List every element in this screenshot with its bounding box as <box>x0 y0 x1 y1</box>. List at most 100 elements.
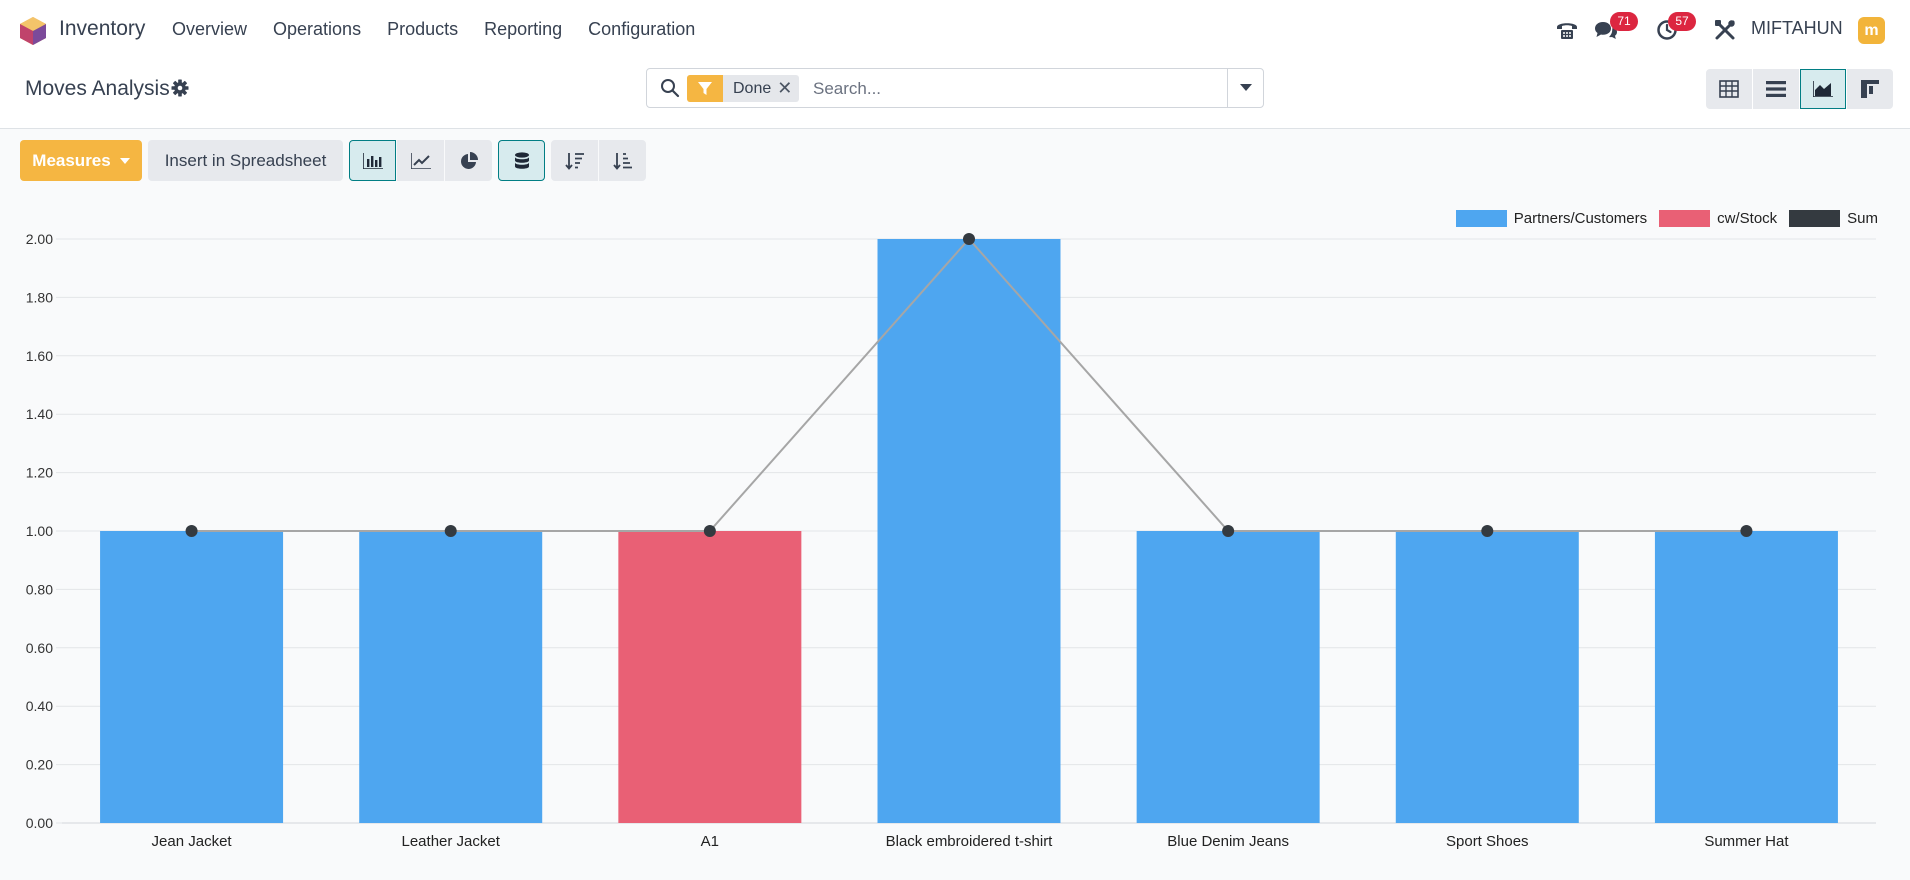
x-tick-label: Leather Jacket <box>402 833 501 850</box>
chart-bar[interactable] <box>100 531 284 823</box>
legend-label: cw/Stock <box>1717 210 1778 227</box>
sum-marker[interactable] <box>963 233 975 245</box>
search-bar: Done ✕ <box>646 68 1264 108</box>
x-tick-label: Black embroidered t-shirt <box>886 833 1054 850</box>
user-name[interactable]: MIFTAHUN <box>1751 18 1843 38</box>
pivot-view-button[interactable] <box>1706 69 1752 109</box>
legend-swatch <box>1659 210 1711 227</box>
line-chart-button[interactable] <box>397 140 444 181</box>
chart-type-group <box>349 140 492 181</box>
y-tick-label: 2.00 <box>26 231 53 247</box>
main-menu: Overview Operations Products Reporting C… <box>172 19 721 40</box>
chart-bar[interactable] <box>1654 531 1838 823</box>
x-tick-label: Summer Hat <box>1704 833 1789 850</box>
legend-label: Partners/Customers <box>1513 210 1648 227</box>
sum-marker[interactable] <box>185 525 198 537</box>
sum-marker[interactable] <box>444 525 457 537</box>
messages-button[interactable]: 71 <box>1594 12 1638 45</box>
x-tick-label: Blue Denim Jeans <box>1167 833 1289 850</box>
pie-chart-icon <box>460 151 478 169</box>
view-switcher <box>1706 69 1893 109</box>
search-options-toggle[interactable] <box>1227 69 1263 107</box>
search-input[interactable] <box>813 75 1213 102</box>
chart-bar[interactable] <box>618 531 802 823</box>
menu-reporting[interactable]: Reporting <box>484 19 563 39</box>
sort-group <box>551 140 646 181</box>
stacked-toggle-group <box>498 140 545 181</box>
chart-legend: Partners/Customers cw/Stock Sum <box>1444 210 1878 227</box>
measures-label: Measures <box>32 150 111 170</box>
x-tick-label: Jean Jacket <box>152 833 233 850</box>
facet-value: Done <box>733 80 772 97</box>
phone-icon[interactable] <box>1554 15 1580 45</box>
sum-marker[interactable] <box>1222 525 1235 537</box>
chart-bar[interactable] <box>359 531 543 823</box>
sort-ascending-button[interactable] <box>599 140 646 181</box>
graph-toolbar: Measures Insert in Spreadsheet <box>20 140 646 181</box>
menu-overview[interactable]: Overview <box>172 19 248 39</box>
area-chart-icon <box>1813 81 1833 97</box>
menu-configuration[interactable]: Configuration <box>588 19 696 39</box>
bar-chart-icon <box>362 152 383 169</box>
app-name[interactable]: Inventory <box>59 17 146 40</box>
y-tick-label: 0.80 <box>26 581 53 597</box>
chart-bar[interactable] <box>877 239 1061 823</box>
kanban-icon <box>1861 80 1879 98</box>
gear-icon[interactable] <box>171 79 189 97</box>
sort-ascending-icon <box>612 152 632 170</box>
menu-operations[interactable]: Operations <box>273 19 362 39</box>
legend-swatch <box>1789 210 1841 227</box>
measures-button[interactable]: Measures <box>20 140 142 181</box>
y-tick-label: 0.00 <box>26 815 53 831</box>
y-tick-label: 1.60 <box>26 348 53 364</box>
graph-view-button[interactable] <box>1800 69 1846 109</box>
facet-close-icon[interactable]: ✕ <box>777 78 793 98</box>
y-tick-label: 0.60 <box>26 640 53 656</box>
legend-item[interactable]: cw/Stock <box>1659 210 1777 227</box>
sum-marker[interactable] <box>1740 525 1753 537</box>
legend-label: Sum <box>1847 210 1878 227</box>
chart-bar[interactable] <box>1136 531 1320 823</box>
x-tick-label: A1 <box>701 833 719 850</box>
messages-badge: 71 <box>1610 12 1638 31</box>
activities-button[interactable]: 57 <box>1656 12 1696 45</box>
activities-badge: 57 <box>1668 12 1696 31</box>
chart-canvas: 0.00 0.20 0.40 0.60 0.80 1.00 1.20 1.40 1.60 1.80… <box>26 231 1876 850</box>
y-tick-label: 0.40 <box>26 698 53 714</box>
list-icon <box>1766 81 1786 97</box>
y-tick-label: 1.00 <box>26 523 53 539</box>
bar-chart-button[interactable] <box>349 140 396 181</box>
line-chart-icon <box>410 152 431 169</box>
sum-marker[interactable] <box>1481 525 1494 537</box>
x-tick-label: Sport Shoes <box>1446 833 1529 850</box>
database-icon <box>514 151 529 169</box>
kanban-view-button[interactable] <box>1847 69 1893 109</box>
stacked-button[interactable] <box>498 140 545 181</box>
filter-icon <box>687 75 723 102</box>
page-title: Moves Analysis <box>25 77 170 100</box>
legend-item[interactable]: Partners/Customers <box>1455 210 1648 227</box>
insert-spreadsheet-button[interactable]: Insert in Spreadsheet <box>148 140 343 181</box>
sort-descending-button[interactable] <box>551 140 598 181</box>
inventory-app-icon[interactable] <box>20 17 46 45</box>
sum-marker[interactable] <box>703 525 716 537</box>
top-navbar: Inventory Overview Operations Products R… <box>0 0 1910 59</box>
control-panel: Moves Analysis Done ✕ <box>0 59 1910 129</box>
search-icon <box>661 79 680 98</box>
tools-icon[interactable] <box>1714 15 1736 45</box>
pie-chart-button[interactable] <box>445 140 492 181</box>
y-tick-label: 1.40 <box>26 406 53 422</box>
caret-down-icon <box>119 157 130 164</box>
chart-bar[interactable] <box>1395 531 1579 823</box>
y-tick-label: 0.20 <box>26 757 53 773</box>
table-icon <box>1719 80 1739 98</box>
user-avatar[interactable]: m <box>1858 17 1885 44</box>
insert-spreadsheet-label: Insert in Spreadsheet <box>164 150 327 170</box>
list-view-button[interactable] <box>1753 69 1799 109</box>
menu-products[interactable]: Products <box>387 19 459 39</box>
sort-descending-icon <box>564 152 584 170</box>
y-tick-label: 1.80 <box>26 289 53 305</box>
search-facet: Done ✕ <box>687 75 800 102</box>
legend-swatch <box>1455 210 1507 227</box>
legend-item[interactable]: Sum <box>1789 210 1878 227</box>
